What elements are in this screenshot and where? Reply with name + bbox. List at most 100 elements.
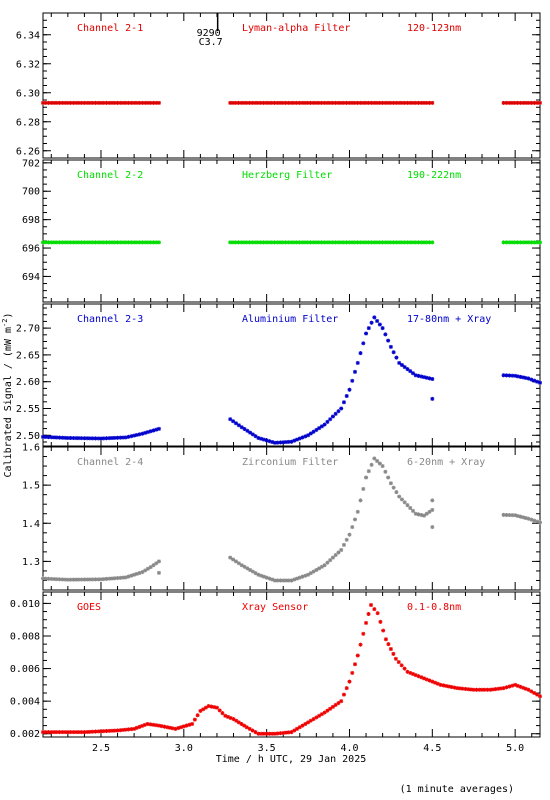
panel-frame [42, 159, 541, 303]
y-tick-label: 0.002 [10, 729, 40, 740]
data-point [388, 481, 393, 486]
data-point [353, 662, 358, 667]
data-point [192, 717, 197, 722]
y-tick-label: 696 [22, 244, 40, 255]
data-point [509, 100, 514, 105]
data-point [93, 100, 98, 105]
data-point [427, 100, 432, 105]
data-point [314, 715, 319, 720]
data-point [372, 456, 377, 461]
data-point [154, 561, 159, 566]
data-point [408, 506, 413, 511]
y-tick-label: 2.65 [16, 350, 40, 361]
data-point [49, 730, 54, 735]
data-point [314, 100, 319, 105]
x-tick-label: 3.5 [258, 743, 276, 754]
data-point [60, 240, 65, 245]
data-point [74, 577, 79, 582]
data-point [242, 427, 247, 432]
data-point [383, 469, 388, 474]
data-point [129, 240, 134, 245]
data-point [308, 571, 313, 576]
y-tick-label: 6.28 [16, 117, 40, 128]
x-tick-label: 4.0 [340, 743, 358, 754]
y-tick-label: 698 [22, 215, 40, 226]
data-point [314, 567, 319, 572]
data-point [140, 570, 145, 575]
data-point [430, 377, 435, 382]
data-point [54, 730, 59, 735]
data-point [317, 713, 322, 718]
data-point [311, 717, 316, 722]
data-point [118, 240, 123, 245]
data-point [523, 100, 528, 105]
data-point [264, 731, 269, 736]
data-point [375, 458, 380, 463]
data-point [245, 428, 250, 433]
data-point [49, 100, 54, 105]
data-point [294, 240, 299, 245]
data-point [341, 692, 346, 697]
data-point [236, 561, 241, 566]
data-point [306, 433, 311, 438]
data-point [347, 679, 352, 684]
event-marker-label-2: C3.7 [199, 37, 223, 48]
data-point [341, 542, 346, 547]
data-point [361, 341, 366, 346]
data-point [308, 431, 313, 436]
data-point [278, 578, 283, 583]
panel-label: GOES [77, 602, 101, 613]
data-point [383, 637, 388, 642]
y-tick-label: 694 [22, 272, 40, 283]
data-point [430, 396, 435, 401]
panel-label: 120-123nm [407, 23, 461, 34]
panel-ch1: 6.26 6.28 6.30 6.32 6.34 Channel 2-1 Lyman-alp… [16, 12, 542, 159]
data-point [49, 240, 54, 245]
data-point [339, 547, 344, 552]
data-point [341, 400, 346, 405]
data-point [145, 721, 150, 726]
data-point [250, 569, 255, 574]
data-point [386, 100, 391, 105]
data-point [292, 728, 297, 733]
data-point [405, 503, 410, 508]
data-point [306, 572, 311, 577]
panel-label: Channel 2-1 [77, 23, 143, 34]
data-point [239, 425, 244, 430]
data-point [369, 462, 374, 467]
data-point [126, 240, 131, 245]
data-point [410, 240, 415, 245]
data-point [377, 461, 382, 466]
data-point [311, 569, 316, 574]
data-point [333, 553, 338, 558]
data-point [396, 660, 401, 665]
data-point [322, 563, 327, 568]
data-point [380, 326, 385, 331]
data-point [156, 240, 161, 245]
data-point [526, 240, 531, 245]
data-point [416, 373, 421, 378]
data-point [485, 687, 490, 692]
data-point [319, 564, 324, 569]
data-point [529, 240, 534, 245]
data-point [328, 417, 333, 422]
data-point [319, 712, 324, 717]
data-point [74, 100, 79, 105]
data-point [408, 100, 413, 105]
data-point [330, 240, 335, 245]
data-point [350, 100, 355, 105]
panel-frame [42, 591, 541, 738]
data-point [60, 730, 65, 735]
data-point [60, 100, 65, 105]
data-point [386, 475, 391, 480]
data-point [68, 436, 73, 441]
data-point [264, 100, 269, 105]
data-point [295, 726, 300, 731]
data-point [90, 100, 95, 105]
data-point [137, 432, 142, 437]
data-point [317, 566, 322, 571]
data-point [43, 240, 48, 245]
data-point [43, 730, 48, 735]
y-tick-label: 700 [22, 187, 40, 198]
data-point [438, 682, 443, 687]
